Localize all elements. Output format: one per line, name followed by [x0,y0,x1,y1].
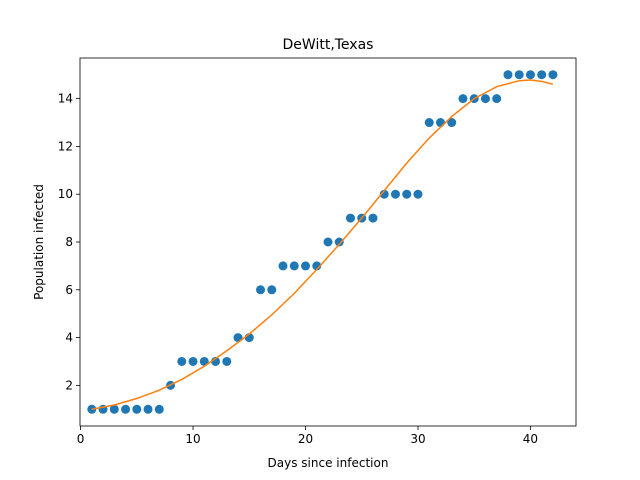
data-point [301,261,311,271]
data-point [525,70,535,80]
y-tick-label: 10 [58,187,73,201]
y-axis-label: Population infected [32,184,46,300]
data-point [458,94,468,104]
y-tick-label: 14 [58,92,73,106]
x-tick-label: 30 [410,432,425,446]
data-point [323,237,333,247]
plot-area: 0 10 20 30 40 2 4 6 8 10 12 14 [58,57,577,446]
y-tick-label: 6 [65,283,73,297]
data-point [413,189,423,199]
data-point [154,404,164,414]
x-axis-label: Days since infection [268,456,389,470]
x-tick-label: 0 [77,432,85,446]
data-point [278,261,288,271]
data-point [368,213,378,223]
data-point [390,189,400,199]
data-point [548,70,558,80]
data-point [121,404,131,414]
data-point [402,189,412,199]
fit-curve-line [91,79,554,411]
data-point [447,118,457,128]
y-tick-label: 8 [65,235,73,249]
y-tick-label: 4 [65,331,73,345]
data-point [345,213,355,223]
data-point [514,70,524,80]
x-tick-label: 40 [523,432,538,446]
data-point [199,356,209,366]
data-point [177,356,187,366]
y-tick-label: 12 [58,139,73,153]
data-point [132,404,142,414]
data-point [492,94,502,104]
data-point [480,94,490,104]
data-point [256,285,266,295]
chart-title: DeWitt,Texas [283,37,374,53]
data-point [503,70,513,80]
x-tick-label: 10 [185,432,200,446]
data-point [334,237,344,247]
x-tick-label: 20 [298,432,313,446]
data-point [537,70,547,80]
data-point [222,356,232,366]
data-point [435,118,445,128]
data-point [109,404,119,414]
data-point [188,356,198,366]
y-tick-label: 2 [65,378,73,392]
data-point [312,261,322,271]
data-point [424,118,434,128]
data-point [143,404,153,414]
data-point [267,285,277,295]
data-point [289,261,299,271]
data-point [379,189,389,199]
